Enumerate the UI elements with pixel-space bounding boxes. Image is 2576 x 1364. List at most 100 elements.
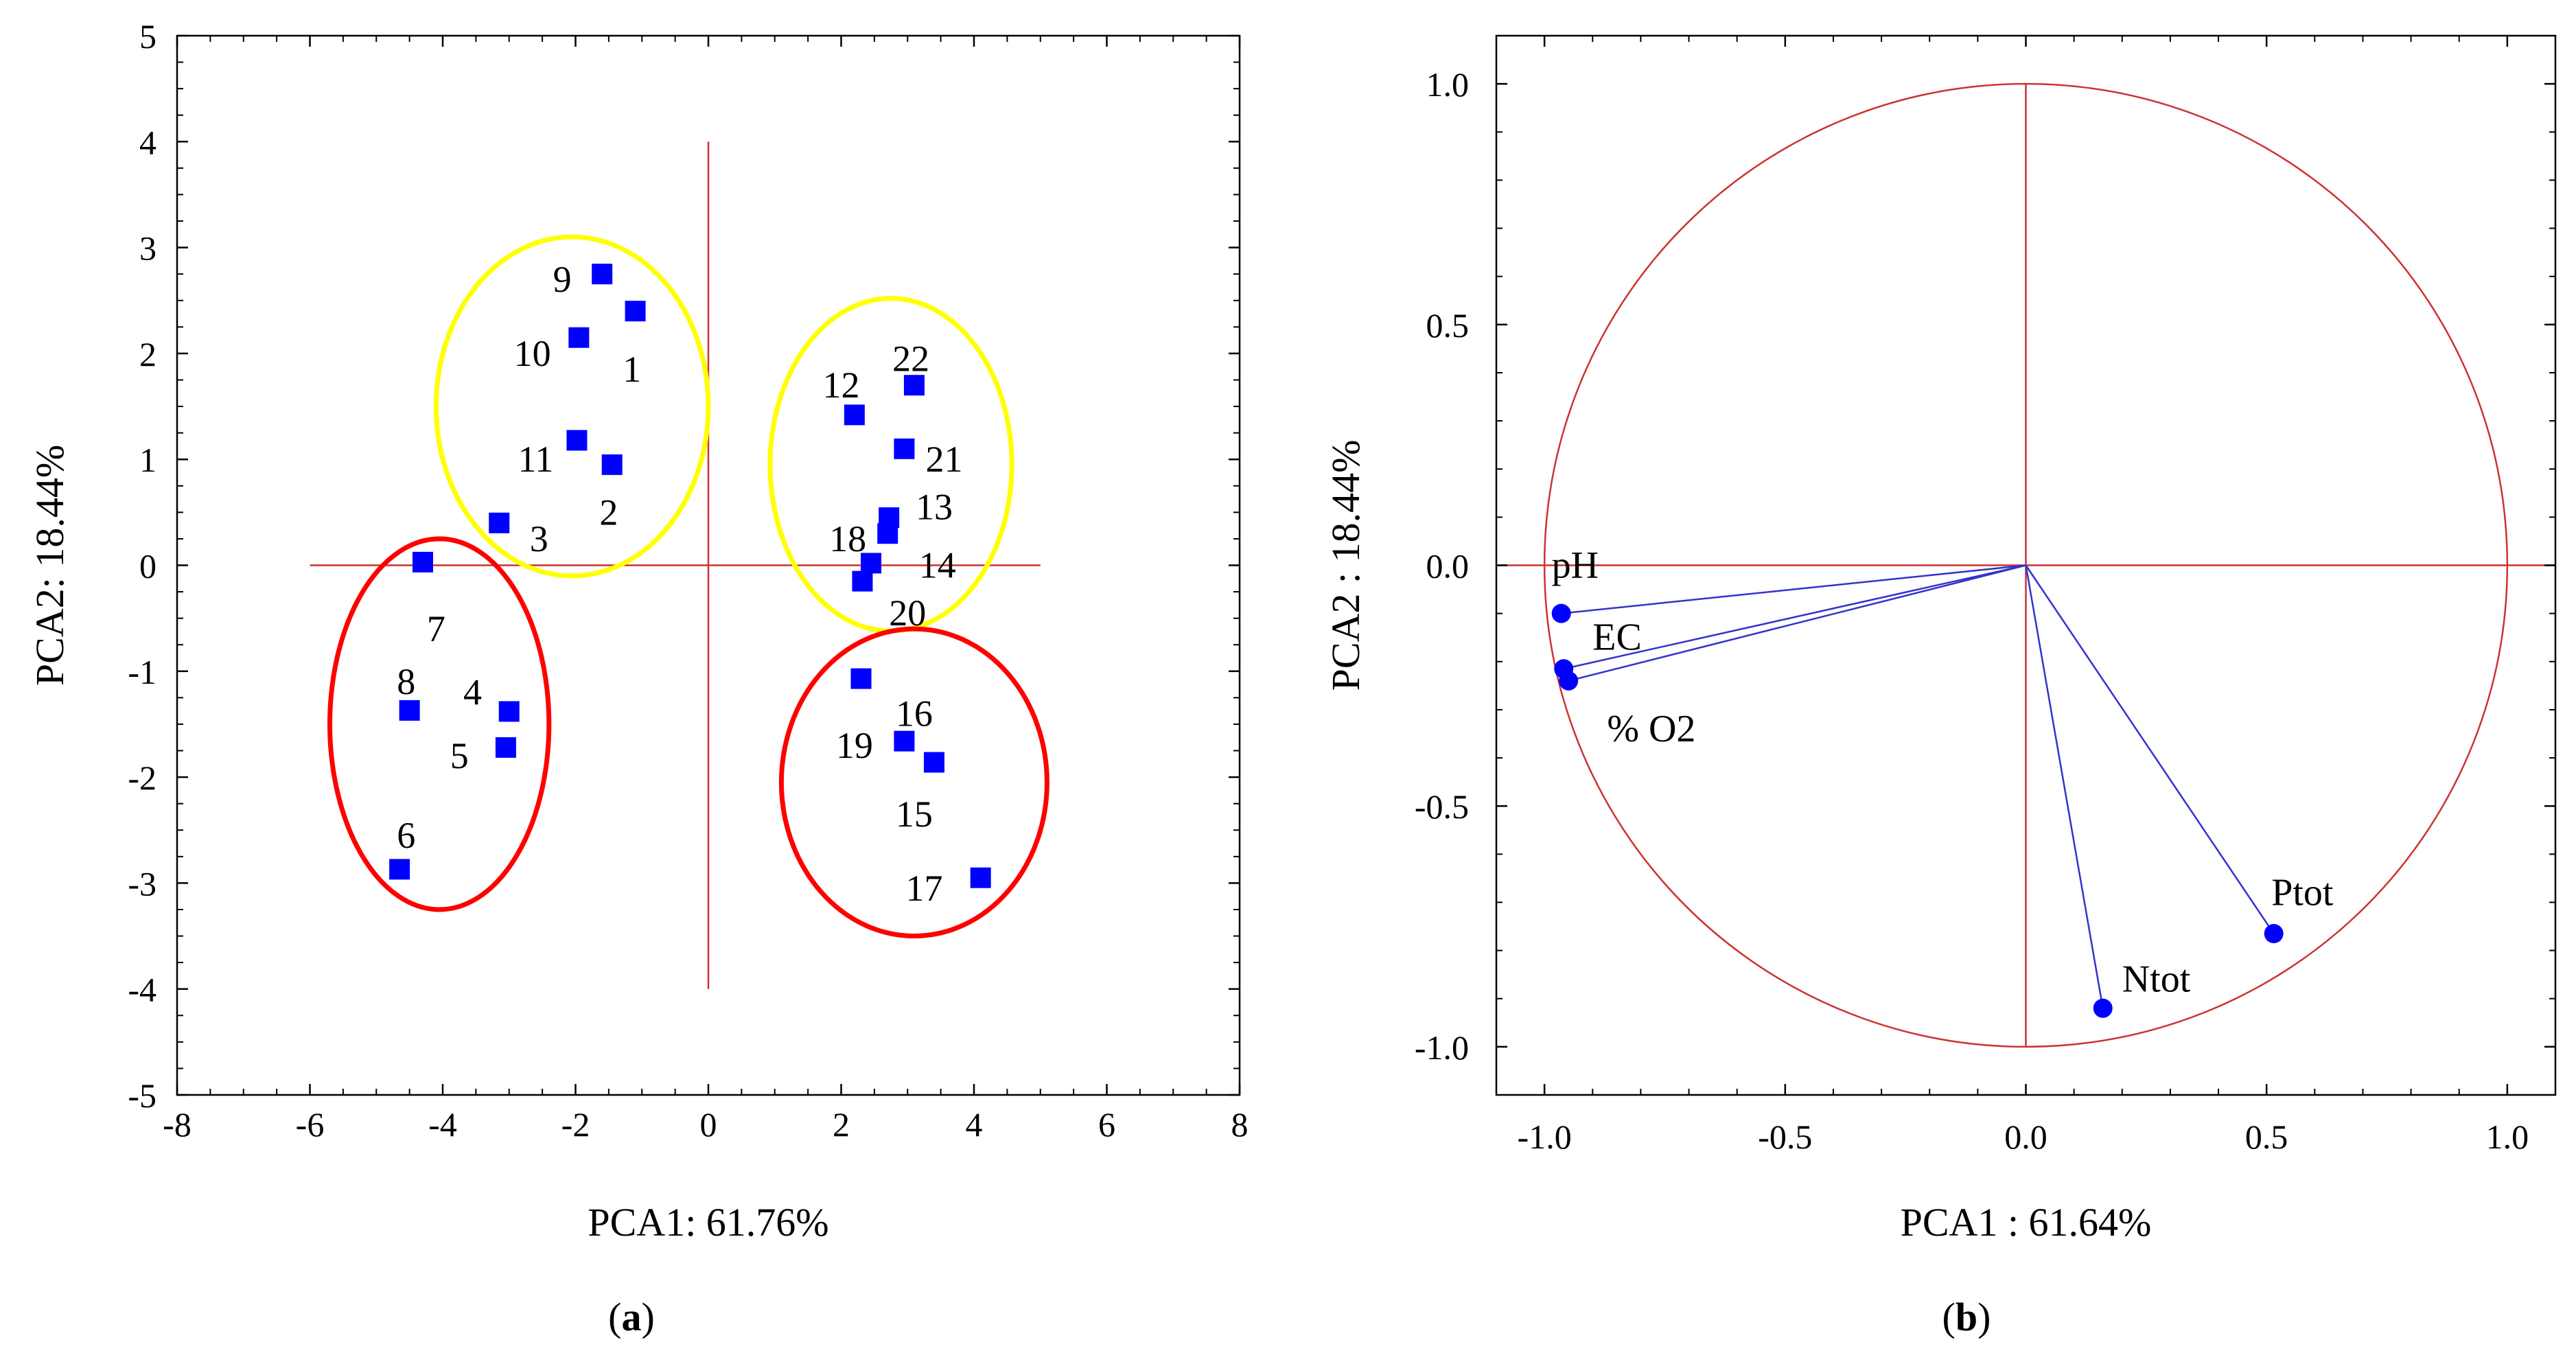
vector-label-ntot: Ntot	[2122, 958, 2191, 1001]
panel-b-chart: -1.0 -0.5 0.0 0.5 1.0 1.0 0.5 0.0 -0.5 -1.0 pH EC%…	[1323, 34, 2557, 1339]
yellow-cluster-ellipse-1	[433, 234, 711, 579]
sample-label-12: 12	[823, 365, 860, 406]
vector-point-ptot	[2264, 924, 2284, 944]
panel-a-x-tick-label: 4	[966, 1105, 983, 1144]
panel-a-x-tick-label: -2	[561, 1105, 590, 1144]
panel-a-y-tick-label: 2	[139, 335, 156, 373]
sample-label-5: 5	[450, 735, 469, 776]
vector-line-ntot	[2025, 565, 2104, 1008]
sample-point-16	[850, 668, 872, 689]
panel-a-x-axis-label: PCA1: 61.76%	[588, 1200, 828, 1245]
panel-b-axis-ticks: -1.0 -0.5 0.0 0.5 1.0 1.0 0.5 0.0 -0.5 -1.0	[1415, 35, 2556, 1156]
vector-label-ptot: Ptot	[2271, 871, 2334, 914]
sample-label-16: 16	[896, 693, 933, 735]
panel-b-vector-labels: pH EC % O2 Ntot Ptot	[1552, 544, 2334, 1001]
sample-label-19: 19	[836, 725, 873, 766]
sample-point-20	[852, 570, 873, 592]
panel-a-y-tick-label: -1	[128, 653, 156, 691]
panel-a-y-tick-label: 4	[139, 123, 156, 161]
correlation-circle	[1543, 82, 2509, 1048]
panel-b-unit-circle	[1543, 82, 2509, 1048]
sample-label-8: 8	[397, 661, 415, 702]
sample-point-8	[399, 700, 420, 721]
panel-b-x-axis-label: PCA1 : 61.64%	[1901, 1200, 2152, 1245]
sample-label-9: 9	[553, 259, 572, 300]
sample-point-9	[592, 264, 613, 285]
yellow-cluster-ellipse-2	[767, 296, 1014, 634]
panel-b-y-tick-label: 0.5	[1426, 306, 1470, 345]
sample-point-18	[861, 553, 882, 574]
panel-a-y-tick-label: -2	[128, 759, 156, 797]
sample-point-4	[498, 701, 520, 722]
sample-label-18: 18	[829, 518, 866, 559]
panel-a-y-tick-label: -5	[128, 1076, 156, 1115]
sample-point-3	[489, 512, 510, 533]
sample-point-15	[923, 752, 944, 773]
sample-label-6: 6	[397, 815, 415, 856]
sample-point-17	[970, 867, 991, 888]
panel-a-y-axis-label: PCA2: 18.44%	[27, 445, 72, 686]
panel-a-y-tick-label: 1	[139, 441, 156, 479]
vector-label-o2: % O2	[1607, 708, 1695, 750]
vector-line-o2	[1568, 564, 2026, 682]
sample-point-1	[625, 301, 646, 322]
vector-line-ph	[1561, 564, 2026, 614]
panel-b-x-tick-label: -1.0	[1518, 1118, 1572, 1156]
panel-b-x-tick-label: 1.0	[2486, 1118, 2529, 1156]
sample-label-20: 20	[889, 592, 926, 634]
sample-label-2: 2	[599, 492, 618, 533]
sample-point-6	[389, 859, 410, 880]
sample-point-21	[894, 438, 915, 459]
panel-a-y-tick-label: -4	[128, 971, 156, 1009]
red-cluster-ellipse-3	[327, 536, 552, 912]
sample-label-3: 3	[530, 518, 548, 559]
panel-a-points	[389, 264, 991, 888]
vector-line-ec	[1563, 564, 2026, 670]
sample-point-2	[601, 454, 623, 475]
sample-point-11	[566, 430, 588, 451]
panel-b-vectors	[1551, 564, 2284, 1018]
sample-label-7: 7	[427, 608, 445, 649]
panel-a-x-tick-label: -6	[296, 1105, 325, 1144]
sample-label-11: 11	[518, 439, 553, 480]
panel-b-y-tick-label: 0.0	[1426, 547, 1470, 586]
panel-a-x-tick-label: 2	[833, 1105, 850, 1144]
panel-b-x-tick-label: 0.5	[2245, 1118, 2288, 1156]
sample-label-17: 17	[905, 868, 942, 909]
sample-label-14: 14	[919, 545, 956, 586]
sample-label-10: 10	[514, 333, 551, 374]
panel-a-caption: (a)	[608, 1295, 655, 1339]
panel-a-y-tick-label: 3	[139, 229, 156, 268]
sample-point-14	[877, 523, 898, 544]
panel-b-y-tick-label: -1.0	[1415, 1028, 1469, 1067]
sample-label-13: 13	[916, 487, 953, 528]
vector-label-ph: pH	[1552, 544, 1599, 587]
panel-a-x-tick-label: -4	[428, 1105, 457, 1144]
vector-point-ph	[1551, 603, 1571, 623]
sample-label-15: 15	[896, 794, 933, 835]
sample-label-21: 21	[925, 439, 962, 480]
panel-b-x-tick-label: -0.5	[1758, 1118, 1812, 1156]
panel-b-y-axis-label: PCA2 : 18.44%	[1323, 440, 1368, 691]
panel-a-clusters	[327, 234, 1049, 939]
vector-label-ec: EC	[1592, 616, 1642, 659]
panel-b-x-tick-label: 0.0	[2004, 1118, 2047, 1156]
sample-point-5	[495, 737, 516, 758]
sample-label-1: 1	[623, 349, 641, 390]
panel-a-y-tick-label: -3	[128, 864, 156, 903]
panel-a-x-tick-label: 8	[1231, 1105, 1249, 1144]
sample-label-4: 4	[463, 672, 482, 713]
panel-a-x-tick-label: 6	[1098, 1105, 1115, 1144]
panel-a-y-tick-label: 0	[139, 547, 156, 586]
sample-point-19	[894, 730, 915, 752]
panel-b-y-tick-label: 1.0	[1426, 65, 1470, 104]
panel-a-x-tick-label: 0	[700, 1105, 717, 1144]
sample-point-10	[568, 327, 590, 348]
panel-b-caption: (b)	[1942, 1295, 1991, 1339]
panel-b-y-tick-label: -0.5	[1415, 787, 1469, 826]
sample-point-12	[844, 404, 865, 426]
